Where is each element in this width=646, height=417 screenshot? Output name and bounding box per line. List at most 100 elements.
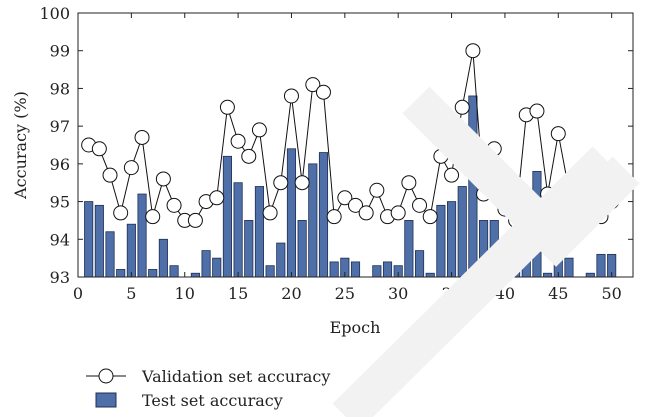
- validation-point: [486, 141, 502, 157]
- validation-point: [91, 141, 107, 157]
- test-bar: [158, 238, 168, 278]
- test-bar: [564, 257, 574, 278]
- validation-point: [145, 209, 161, 225]
- validation-point: [230, 133, 246, 149]
- validation-point: [166, 197, 182, 213]
- validation-point: [540, 186, 556, 202]
- test-bar: [489, 220, 499, 278]
- test-bar: [585, 272, 595, 278]
- x-tick-label: 15: [228, 284, 248, 303]
- y-axis-title: Accuracy (%): [11, 91, 30, 200]
- test-bar: [212, 257, 222, 278]
- validation-point: [497, 201, 513, 217]
- plot-frame: [77, 12, 634, 278]
- test-bar: [254, 186, 265, 278]
- test-bar: [521, 197, 531, 278]
- x-tick-label: 0: [73, 284, 83, 303]
- x-tick-label: 20: [281, 284, 301, 303]
- validation-point: [604, 194, 620, 210]
- validation-point: [187, 212, 203, 228]
- y-tick-label: 94: [50, 230, 70, 249]
- validation-point: [251, 122, 267, 138]
- validation-point: [262, 205, 278, 221]
- validation-point: [155, 171, 171, 187]
- test-bar: [382, 261, 393, 278]
- validation-point: [476, 186, 492, 202]
- validation-point: [412, 197, 428, 213]
- test-bar: [329, 261, 339, 278]
- test-bar: [105, 231, 115, 278]
- validation-point: [209, 190, 225, 206]
- validation-point: [561, 182, 577, 198]
- x-tick-label: 40: [495, 284, 515, 303]
- test-bar: [126, 223, 136, 278]
- validation-point: [529, 103, 545, 119]
- validation-point: [102, 167, 118, 183]
- test-bar: [265, 265, 275, 278]
- test-bar: [436, 204, 446, 278]
- chart-legend: Validation set accuracy Test set accurac…: [84, 364, 404, 412]
- test-bar: [404, 220, 414, 278]
- validation-point: [508, 212, 524, 228]
- validation-point: [134, 129, 150, 145]
- test-bar: [596, 253, 606, 278]
- x-tick-label: 5: [126, 284, 136, 303]
- test-bar: [297, 220, 307, 278]
- test-bar: [276, 242, 286, 278]
- test-bar: [511, 261, 521, 278]
- x-tick-label: 35: [441, 284, 461, 303]
- test-bar: [94, 204, 104, 278]
- test-bar: [244, 220, 254, 278]
- test-bar: [137, 193, 147, 278]
- test-bar: [190, 272, 200, 278]
- validation-point: [390, 205, 406, 221]
- y-tick-label: 99: [50, 42, 70, 61]
- test-bar: [116, 269, 126, 278]
- x-axis-title: Epoch: [330, 318, 381, 337]
- test-bar: [468, 95, 478, 278]
- test-bar: [169, 265, 179, 278]
- validation-point: [241, 148, 257, 164]
- test-bar: [222, 155, 232, 278]
- y-tick-label: 96: [50, 155, 70, 174]
- test-bar: [286, 148, 297, 278]
- y-tick-label: 100: [39, 4, 70, 23]
- x-tick-label: 50: [601, 284, 621, 303]
- x-tick-label: 25: [335, 284, 355, 303]
- legend-bar-swatch-icon: [84, 390, 128, 410]
- test-bar: [84, 201, 94, 278]
- x-tick-label: 10: [175, 284, 195, 303]
- validation-point: [550, 126, 566, 142]
- test-bar: [425, 272, 435, 278]
- y-tick-label: 93: [50, 268, 70, 287]
- legend-label-validation: Validation set accuracy: [142, 366, 331, 386]
- test-bar: [446, 201, 457, 278]
- validation-point: [454, 99, 470, 115]
- legend-item-validation: Validation set accuracy: [84, 364, 404, 388]
- validation-point: [315, 84, 331, 100]
- test-bars-layer: [84, 95, 617, 278]
- test-bar: [479, 220, 489, 278]
- test-bar: [457, 186, 467, 278]
- validation-point: [444, 167, 460, 183]
- test-bar: [308, 163, 318, 278]
- validation-point: [465, 43, 481, 59]
- y-tick-label: 95: [50, 193, 70, 212]
- validation-point: [123, 160, 139, 176]
- test-bar: [148, 269, 158, 278]
- x-tick-label: 30: [388, 284, 408, 303]
- validation-point: [593, 209, 609, 225]
- legend-label-test: Test set accuracy: [142, 390, 283, 410]
- validation-point: [369, 182, 385, 198]
- test-bar: [318, 152, 329, 278]
- validation-point: [433, 148, 449, 164]
- y-tick-label: 97: [50, 117, 70, 136]
- test-bar: [414, 250, 425, 278]
- validation-point: [283, 88, 299, 104]
- test-bar: [233, 182, 243, 278]
- validation-point: [305, 77, 321, 93]
- validation-point: [401, 175, 417, 191]
- validation-point: [326, 209, 342, 225]
- y-tick-label: 98: [50, 79, 70, 98]
